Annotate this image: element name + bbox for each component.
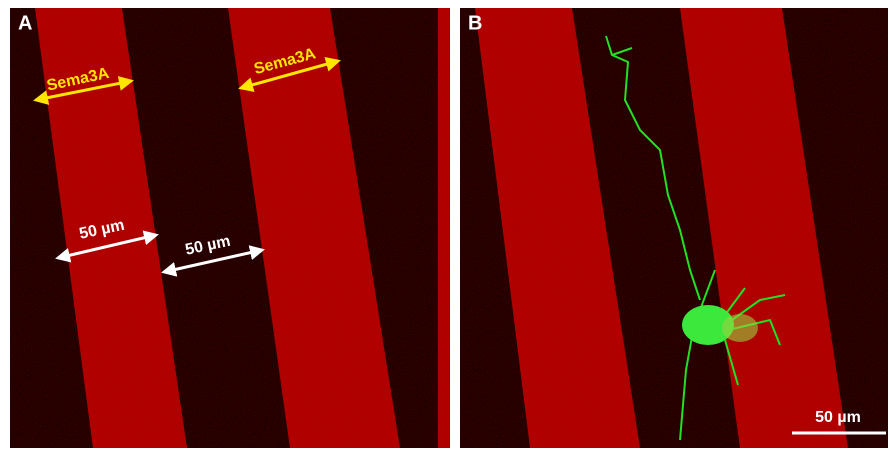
texture (460, 8, 888, 448)
panel-b: B 50 µm (460, 8, 888, 448)
scale-bar-label: 50 µm (815, 409, 861, 426)
figure: A Sema3A Sema3A 50 µm 50 µm B 50 µm (0, 0, 890, 450)
panel-label: B (468, 12, 482, 34)
panel-label: A (18, 12, 32, 34)
soma-halo (722, 314, 758, 342)
panel-a: A Sema3A Sema3A 50 µm 50 µm (10, 8, 470, 448)
